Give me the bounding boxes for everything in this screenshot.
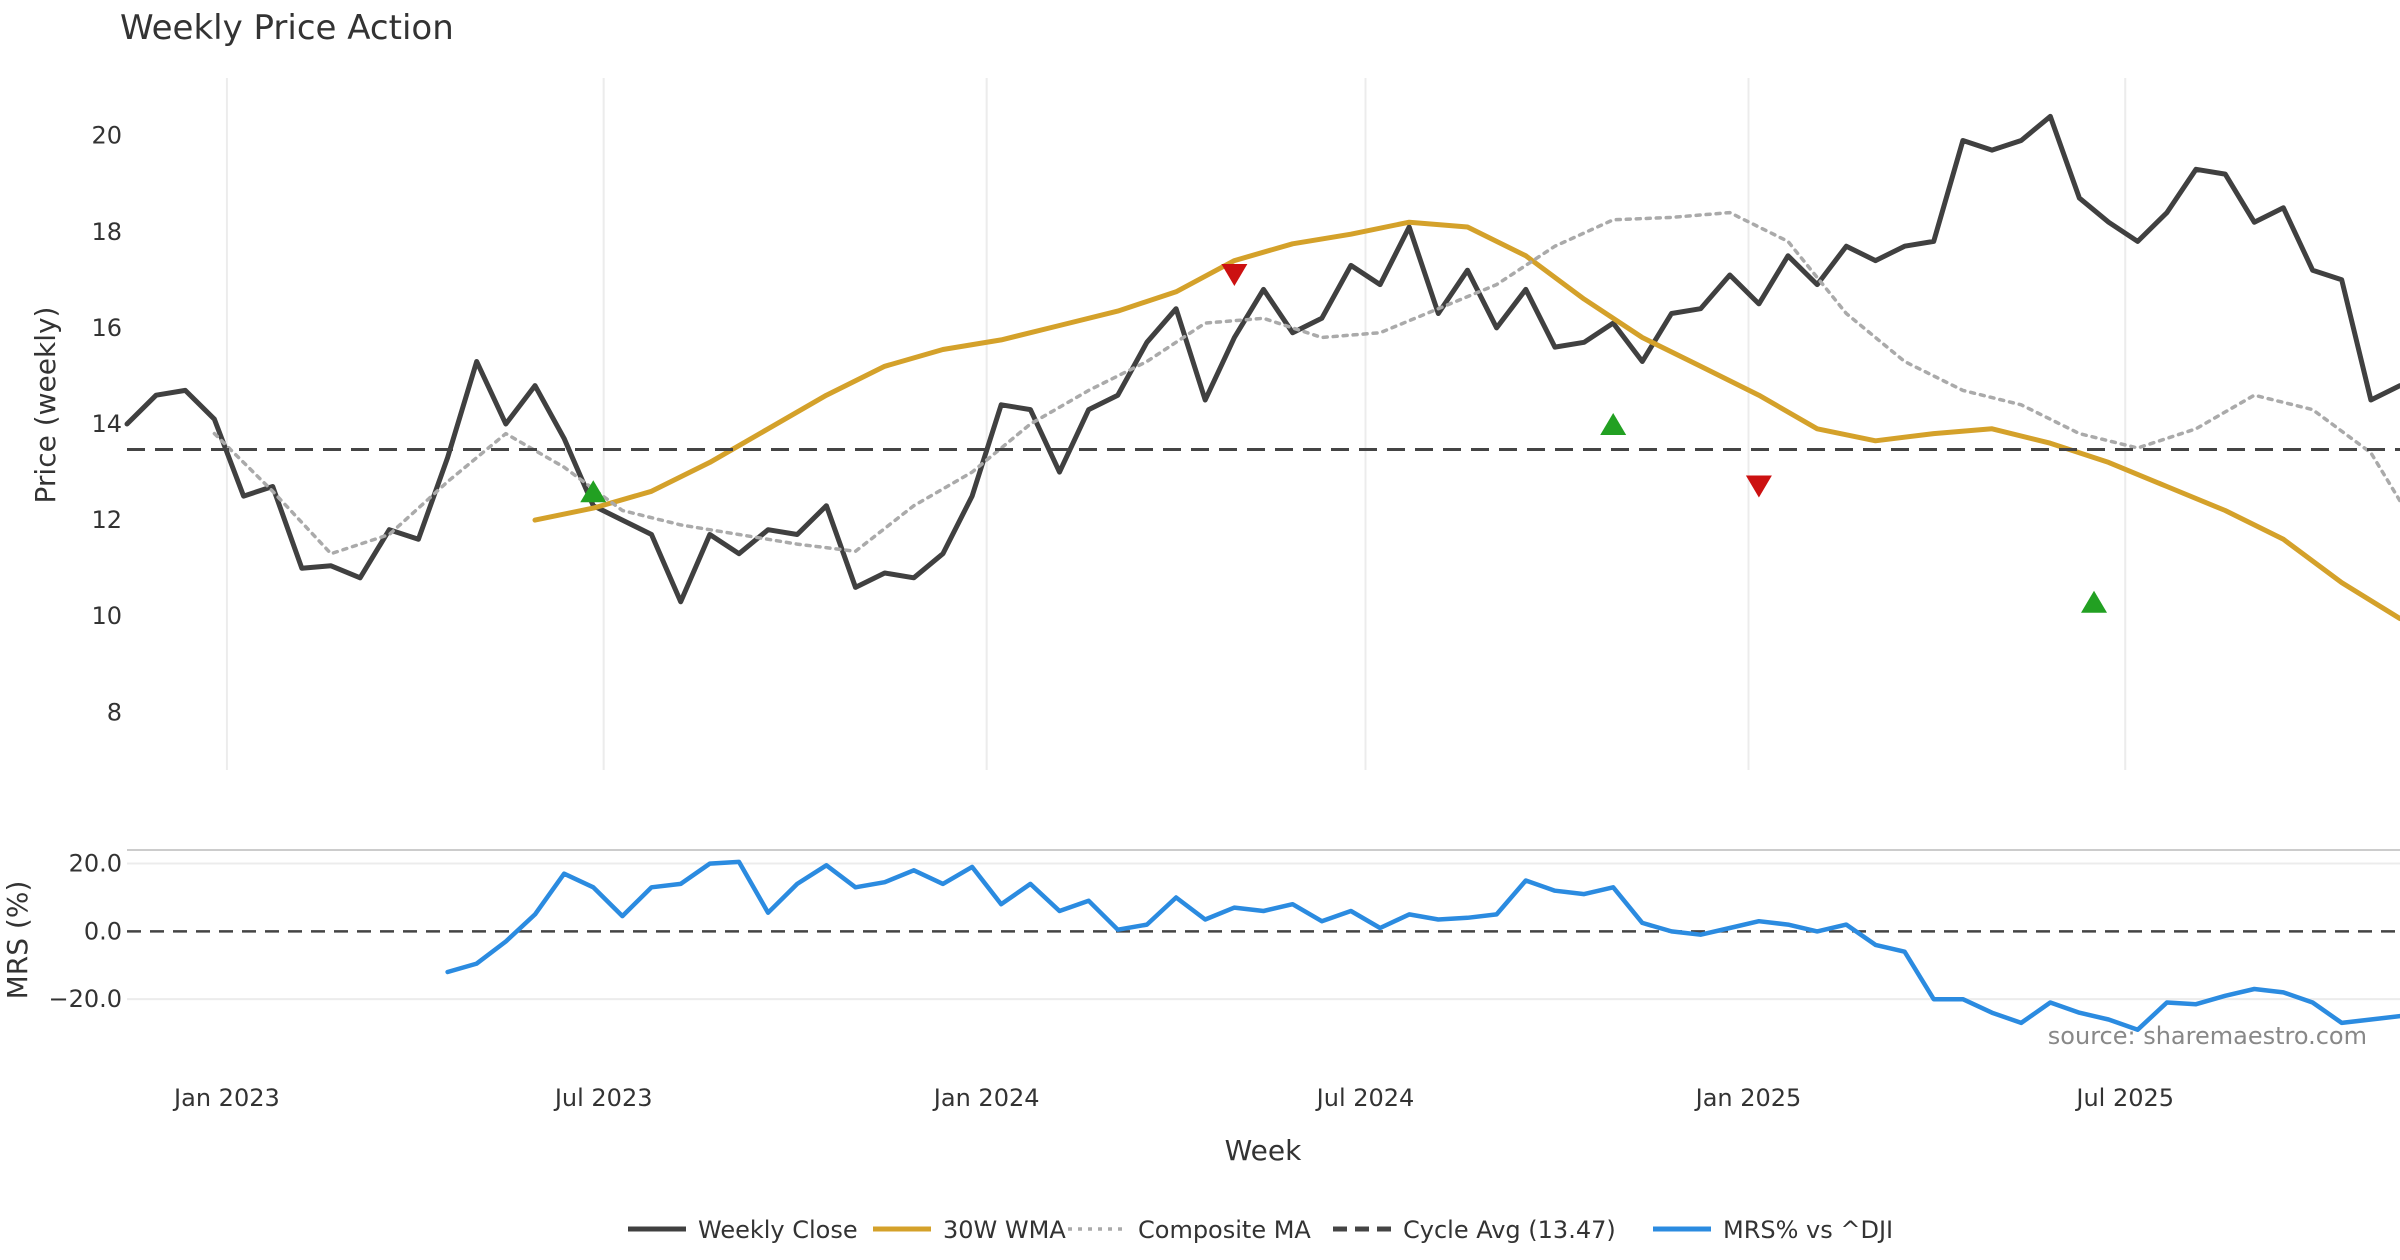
signal-markers bbox=[580, 264, 2108, 613]
mrs-y-tick-label: 0.0 bbox=[84, 917, 122, 945]
mrs-y-tick-label: 20.0 bbox=[69, 850, 122, 878]
price-series bbox=[124, 113, 2400, 622]
price-y-tick-label: 14 bbox=[91, 410, 122, 438]
price-y-tick-label: 16 bbox=[91, 314, 122, 342]
price-y-tick-label: 8 bbox=[107, 698, 122, 726]
chart-legend: Weekly Close 30W WMA Composite MA Cycle Avg… bbox=[628, 1216, 1893, 1244]
legend-label: Composite MA bbox=[1138, 1216, 1311, 1244]
price-y-tick-label: 20 bbox=[91, 122, 122, 150]
mrs-y-axis-title: MRS (%) bbox=[1, 881, 34, 1000]
series-weekly-close bbox=[124, 113, 2400, 605]
sell-signal-marker bbox=[1221, 264, 1248, 287]
buy-signal-marker bbox=[580, 480, 607, 503]
x-tick-label: Jan 2024 bbox=[932, 1084, 1040, 1112]
price-y-tick-label: 10 bbox=[91, 602, 122, 630]
x-tick-label: Jan 2025 bbox=[1694, 1084, 1802, 1112]
chart-title: Weekly Price Action bbox=[120, 8, 454, 48]
mrs-y-ticks: 20.0 0.0 −20.0 bbox=[48, 850, 122, 1014]
legend-item-cycle-avg-13-47: Cycle Avg (13.47) bbox=[1333, 1216, 1616, 1244]
price-vertical-grid bbox=[225, 78, 2127, 770]
x-tick-label: Jul 2025 bbox=[2074, 1084, 2174, 1112]
x-tick-label: Jul 2024 bbox=[1315, 1084, 1415, 1112]
series-composite-ma bbox=[212, 210, 2400, 556]
x-axis-title: Week bbox=[1225, 1134, 1302, 1167]
mrs-series bbox=[445, 859, 2400, 1032]
legend-item-mrs-vs-dji: MRS% vs ^DJI bbox=[1653, 1216, 1893, 1244]
series-30w-wma bbox=[532, 219, 2400, 622]
mrs-horizontal-grid bbox=[127, 862, 2400, 1001]
x-tick-label: Jul 2023 bbox=[553, 1084, 653, 1112]
series-mrs-vs-dji bbox=[445, 859, 2400, 1032]
price-y-axis-title: Price (weekly) bbox=[29, 307, 62, 504]
legend-label: MRS% vs ^DJI bbox=[1723, 1216, 1893, 1244]
legend-label: Weekly Close bbox=[698, 1216, 858, 1244]
buy-signal-marker bbox=[1600, 413, 1627, 435]
price-y-tick-label: 18 bbox=[91, 218, 122, 246]
x-tick-label: Jan 2023 bbox=[172, 1084, 280, 1112]
legend-label: 30W WMA bbox=[943, 1216, 1066, 1244]
mrs-y-tick-label: −20.0 bbox=[48, 985, 122, 1013]
legend-item-30w-wma: 30W WMA bbox=[873, 1216, 1066, 1244]
source-note: source: sharemaestro.com bbox=[2048, 1022, 2367, 1050]
x-axis-ticks: Jan 2023 Jul 2023 Jan 2024 Jul 2024 Jan 2025… bbox=[172, 1084, 2174, 1112]
legend-item-composite-ma: Composite MA bbox=[1068, 1216, 1311, 1244]
buy-signal-marker bbox=[2081, 590, 2108, 613]
legend-label: Cycle Avg (13.47) bbox=[1403, 1216, 1616, 1244]
legend-item-weekly-close: Weekly Close bbox=[628, 1216, 858, 1244]
price-y-ticks: 8 10 12 14 16 18 20 bbox=[91, 122, 122, 727]
sell-signal-marker bbox=[1745, 475, 1772, 498]
price-y-tick-label: 12 bbox=[91, 506, 122, 534]
